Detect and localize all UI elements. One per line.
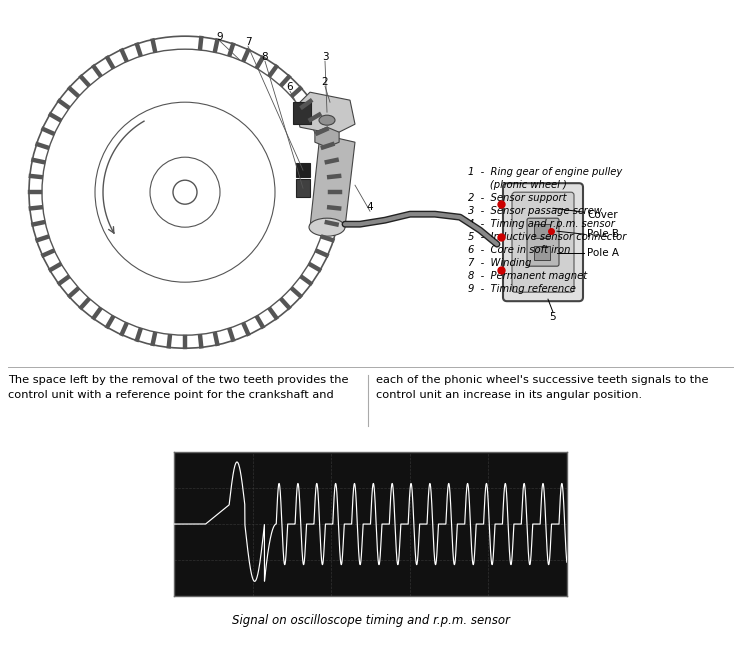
Text: Cover: Cover xyxy=(587,210,618,220)
FancyBboxPatch shape xyxy=(512,192,574,292)
Text: 9: 9 xyxy=(216,32,223,42)
Text: 7  -  Winding: 7 - Winding xyxy=(468,258,531,268)
Text: 4  -  Timing and r.p.m. sensor: 4 - Timing and r.p.m. sensor xyxy=(468,219,615,229)
Bar xyxy=(293,102,311,124)
Polygon shape xyxy=(295,92,355,134)
Text: 5: 5 xyxy=(550,312,556,322)
Text: 6: 6 xyxy=(287,82,293,92)
Text: The space left by the removal of the two teeth provides the
control unit with a : The space left by the removal of the two… xyxy=(8,376,348,400)
Text: 8: 8 xyxy=(262,52,268,62)
Text: 2: 2 xyxy=(322,77,328,87)
Bar xyxy=(296,179,310,197)
Ellipse shape xyxy=(319,115,335,125)
Text: each of the phonic wheel's successive teeth signals to the
control unit an incre: each of the phonic wheel's successive te… xyxy=(376,376,708,400)
FancyBboxPatch shape xyxy=(503,183,583,301)
Text: (phonic wheel ): (phonic wheel ) xyxy=(468,180,567,190)
Polygon shape xyxy=(315,127,339,147)
Bar xyxy=(534,224,550,238)
Text: 9  -  Timing reference: 9 - Timing reference xyxy=(468,284,576,294)
Bar xyxy=(534,246,550,260)
Text: 7: 7 xyxy=(245,37,251,47)
Text: Pole A: Pole A xyxy=(587,248,619,258)
Text: 1  -  Ring gear of engine pulley: 1 - Ring gear of engine pulley xyxy=(468,167,622,177)
Text: 4: 4 xyxy=(367,202,373,212)
Ellipse shape xyxy=(309,218,345,236)
Text: 2  -  Sensor support: 2 - Sensor support xyxy=(468,193,567,203)
FancyBboxPatch shape xyxy=(527,218,559,266)
Text: Signal on oscilloscope timing and r.p.m. sensor: Signal on oscilloscope timing and r.p.m.… xyxy=(231,614,510,627)
Text: 5  -  Inductive sensor connector: 5 - Inductive sensor connector xyxy=(468,232,626,242)
Bar xyxy=(296,163,310,177)
Text: Pole B: Pole B xyxy=(587,229,619,239)
Text: 8  -  Permanent magnet: 8 - Permanent magnet xyxy=(468,271,587,281)
Polygon shape xyxy=(310,134,355,227)
Text: 3  -  Sensor passage screw: 3 - Sensor passage screw xyxy=(468,206,602,216)
Text: 3: 3 xyxy=(322,52,328,62)
Text: 6  -  Core in soft iron: 6 - Core in soft iron xyxy=(468,245,571,255)
